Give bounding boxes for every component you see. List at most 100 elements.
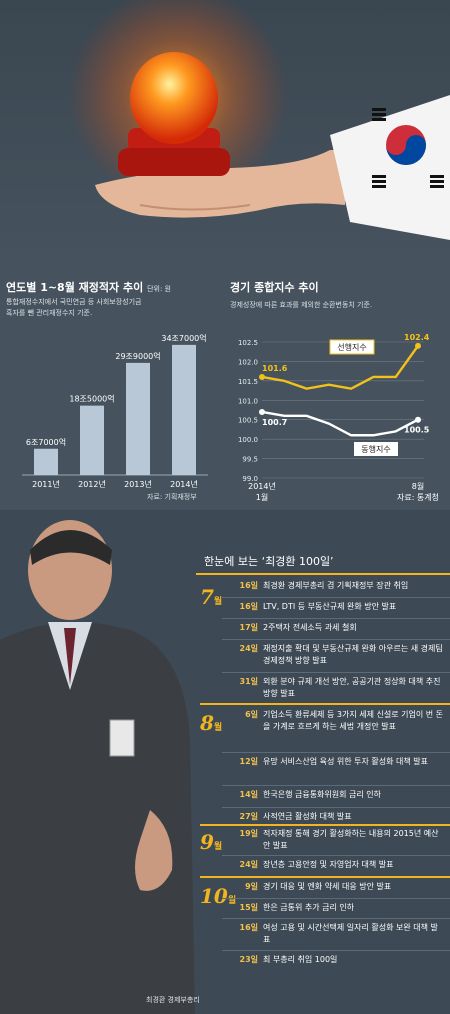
chart-source: 자료: 통계청	[397, 492, 439, 502]
timeline-event-text: 외환 분야 규제 개선 방안, 공공기관 정상화 대책 추진 방향 발표	[263, 677, 441, 698]
timeline-day: 15일	[239, 903, 259, 912]
line-chart: 99.0 99.5 100.0 100.5 101.0 101.5 102.0 102.5 10…	[238, 333, 439, 502]
bar-category-label: 2011년	[32, 479, 60, 489]
timeline-event-text: 장년층 고용안정 및 자영업자 대책 발표	[263, 860, 394, 869]
timeline-row-divider	[222, 855, 450, 856]
series-start-point	[259, 373, 265, 380]
timeline-row-divider	[222, 950, 450, 951]
timeline-event-text: 사적연금 활성화 대책 발표	[263, 812, 352, 821]
left-chart-source: 자료: 기획재정부	[147, 493, 197, 501]
timeline-day: 24일	[239, 644, 259, 653]
bar-category-label: 2014년	[170, 479, 198, 489]
timeline-row-divider	[222, 918, 450, 919]
legend-label-coincident: 동행지수	[361, 444, 390, 454]
y-tick-label: 102.5	[238, 339, 258, 347]
bar	[126, 362, 150, 475]
start-value-label: 100.7	[262, 418, 287, 427]
end-value-label: 100.5	[404, 426, 430, 435]
timeline-day: 16일	[239, 923, 259, 932]
y-tick-label: 100.0	[238, 436, 258, 444]
photo-caption: 최경환 경제부총리	[146, 996, 200, 1004]
timeline-title-bar	[196, 573, 450, 575]
bar-value-label: 34조7000억	[161, 333, 206, 343]
series-start-point	[259, 408, 265, 415]
timeline-month-divider	[200, 876, 450, 878]
bar-chart: 6조7000억 2011년 18조5000억 2012년 29조9000억 2013년 34…	[22, 333, 208, 489]
start-value-label: 101.6	[262, 364, 288, 373]
timeline-event-text: 유망 서비스산업 육성 위한 투자 활성화 대책 발표	[263, 757, 428, 766]
x-axis-label: 2014년	[248, 481, 276, 491]
bar-value-label: 29조9000억	[115, 351, 160, 361]
timeline-day: 9일	[245, 882, 258, 891]
series-line-leading	[261, 345, 419, 390]
person-photo	[0, 520, 195, 1014]
timeline-day: 19일	[239, 829, 259, 838]
timeline-event-text: 한은 금통위 추가 금리 인하	[263, 903, 355, 912]
left-chart-title: 연도별 1~8월 재정적자 추이 단위: 원	[6, 279, 171, 295]
timeline-day: 12일	[239, 757, 259, 766]
month-suffix: 월	[227, 896, 237, 906]
timeline-event-text: 경기 대응 및 엔화 약세 대응 방안 발표	[263, 882, 392, 891]
timeline-event-text: 여성 고용 및 시간선택제 일자리 활성화 보완 대책 발표	[263, 923, 438, 944]
flag-sleeve	[330, 95, 450, 240]
timeline-day: 24일	[239, 860, 259, 869]
left-chart-unit: 단위: 원	[147, 285, 171, 293]
charts-area	[0, 262, 450, 510]
timeline-day: 14일	[239, 790, 259, 799]
month-number: 9	[200, 830, 214, 854]
timeline-row-divider	[222, 639, 450, 640]
y-tick-label: 102.0	[238, 358, 258, 366]
siren-dome	[130, 52, 218, 144]
timeline-event-text: LTV, DTI 등 부동산규제 완화 방안 발표	[263, 602, 397, 611]
timeline-month-label: 10월	[200, 884, 236, 908]
timeline-day: 17일	[239, 623, 259, 632]
month-suffix: 월	[213, 597, 223, 607]
series-line-coincident	[261, 410, 419, 437]
timeline-event-text: 재정지출 확대 및 부동산규제 완화 아우르는 새 경제팀 경제정책 방향 발표	[263, 644, 443, 665]
series-end-point	[415, 416, 421, 423]
siren-hand-illustration	[68, 0, 450, 240]
hero-illustration	[0, 0, 450, 262]
legend-box-coincident	[354, 442, 398, 456]
y-tick-label: 99.5	[242, 456, 258, 464]
bar-value-label: 18조5000억	[69, 394, 114, 404]
bar	[172, 344, 196, 475]
y-tick-label: 99.0	[242, 475, 258, 483]
bar	[34, 448, 58, 475]
timeline-month-label: 9월	[200, 830, 222, 854]
y-tick-label: 101.0	[238, 397, 258, 405]
bar-category-label: 2012년	[78, 479, 106, 489]
timeline-day: 6일	[245, 710, 258, 719]
timeline-title: 한눈에 보는 ‘최경환 100일’	[204, 555, 334, 568]
month-number: 7	[200, 585, 214, 609]
timeline-event-text: 최 부총리 취임 100일	[263, 955, 338, 964]
timeline-event-text: 한국은행 금융통화위원회 금리 인하	[263, 790, 382, 799]
timeline-month-label: 7월	[200, 585, 222, 609]
timeline-row-divider	[222, 807, 450, 808]
bar	[80, 405, 104, 475]
right-chart-title: 경기 종합지수 추이	[230, 281, 319, 294]
legend-box-leading	[329, 339, 375, 355]
hand	[95, 150, 345, 218]
timeline-event-text: 적자재정 통해 경기 활성화하는 내용의 2015년 예산안 발표	[263, 829, 439, 850]
timeline-row-divider	[222, 672, 450, 673]
left-chart-note-line: 통합재정수지에서 국민연금 등 사회보장성기금	[6, 298, 142, 306]
timeline-day: 31일	[239, 677, 259, 686]
timeline-row-divider	[222, 597, 450, 598]
month-suffix: 월	[213, 842, 223, 852]
left-chart-title-text: 연도별 1~8월 재정적자 추이	[6, 281, 144, 294]
legend-label-leading: 선행지수	[337, 342, 366, 352]
timeline-day: 16일	[239, 602, 259, 611]
timeline-day: 16일	[239, 581, 259, 590]
timeline-row-divider	[222, 898, 450, 899]
left-chart-note-line: 흑자를 뺀 관리재정수지 기준.	[6, 309, 93, 317]
timeline-event-text: 2주택자 전세소득 과세 철회	[263, 623, 357, 632]
month-suffix: 월	[213, 723, 223, 733]
series-end-point	[415, 342, 421, 349]
y-tick-label: 100.5	[238, 417, 258, 425]
timeline-event-text: 기업소득 환류세제 등 3가지 세제 신설로 기업이 번 돈을 가계로 흐르게 …	[263, 710, 443, 731]
timeline-row-divider	[222, 785, 450, 786]
right-chart-note: 경제성장에 따른 효과를 제외한 순환변동치 기준.	[230, 301, 373, 309]
bar-value-label: 6조7000억	[26, 437, 66, 447]
timeline-day: 27일	[239, 812, 259, 821]
